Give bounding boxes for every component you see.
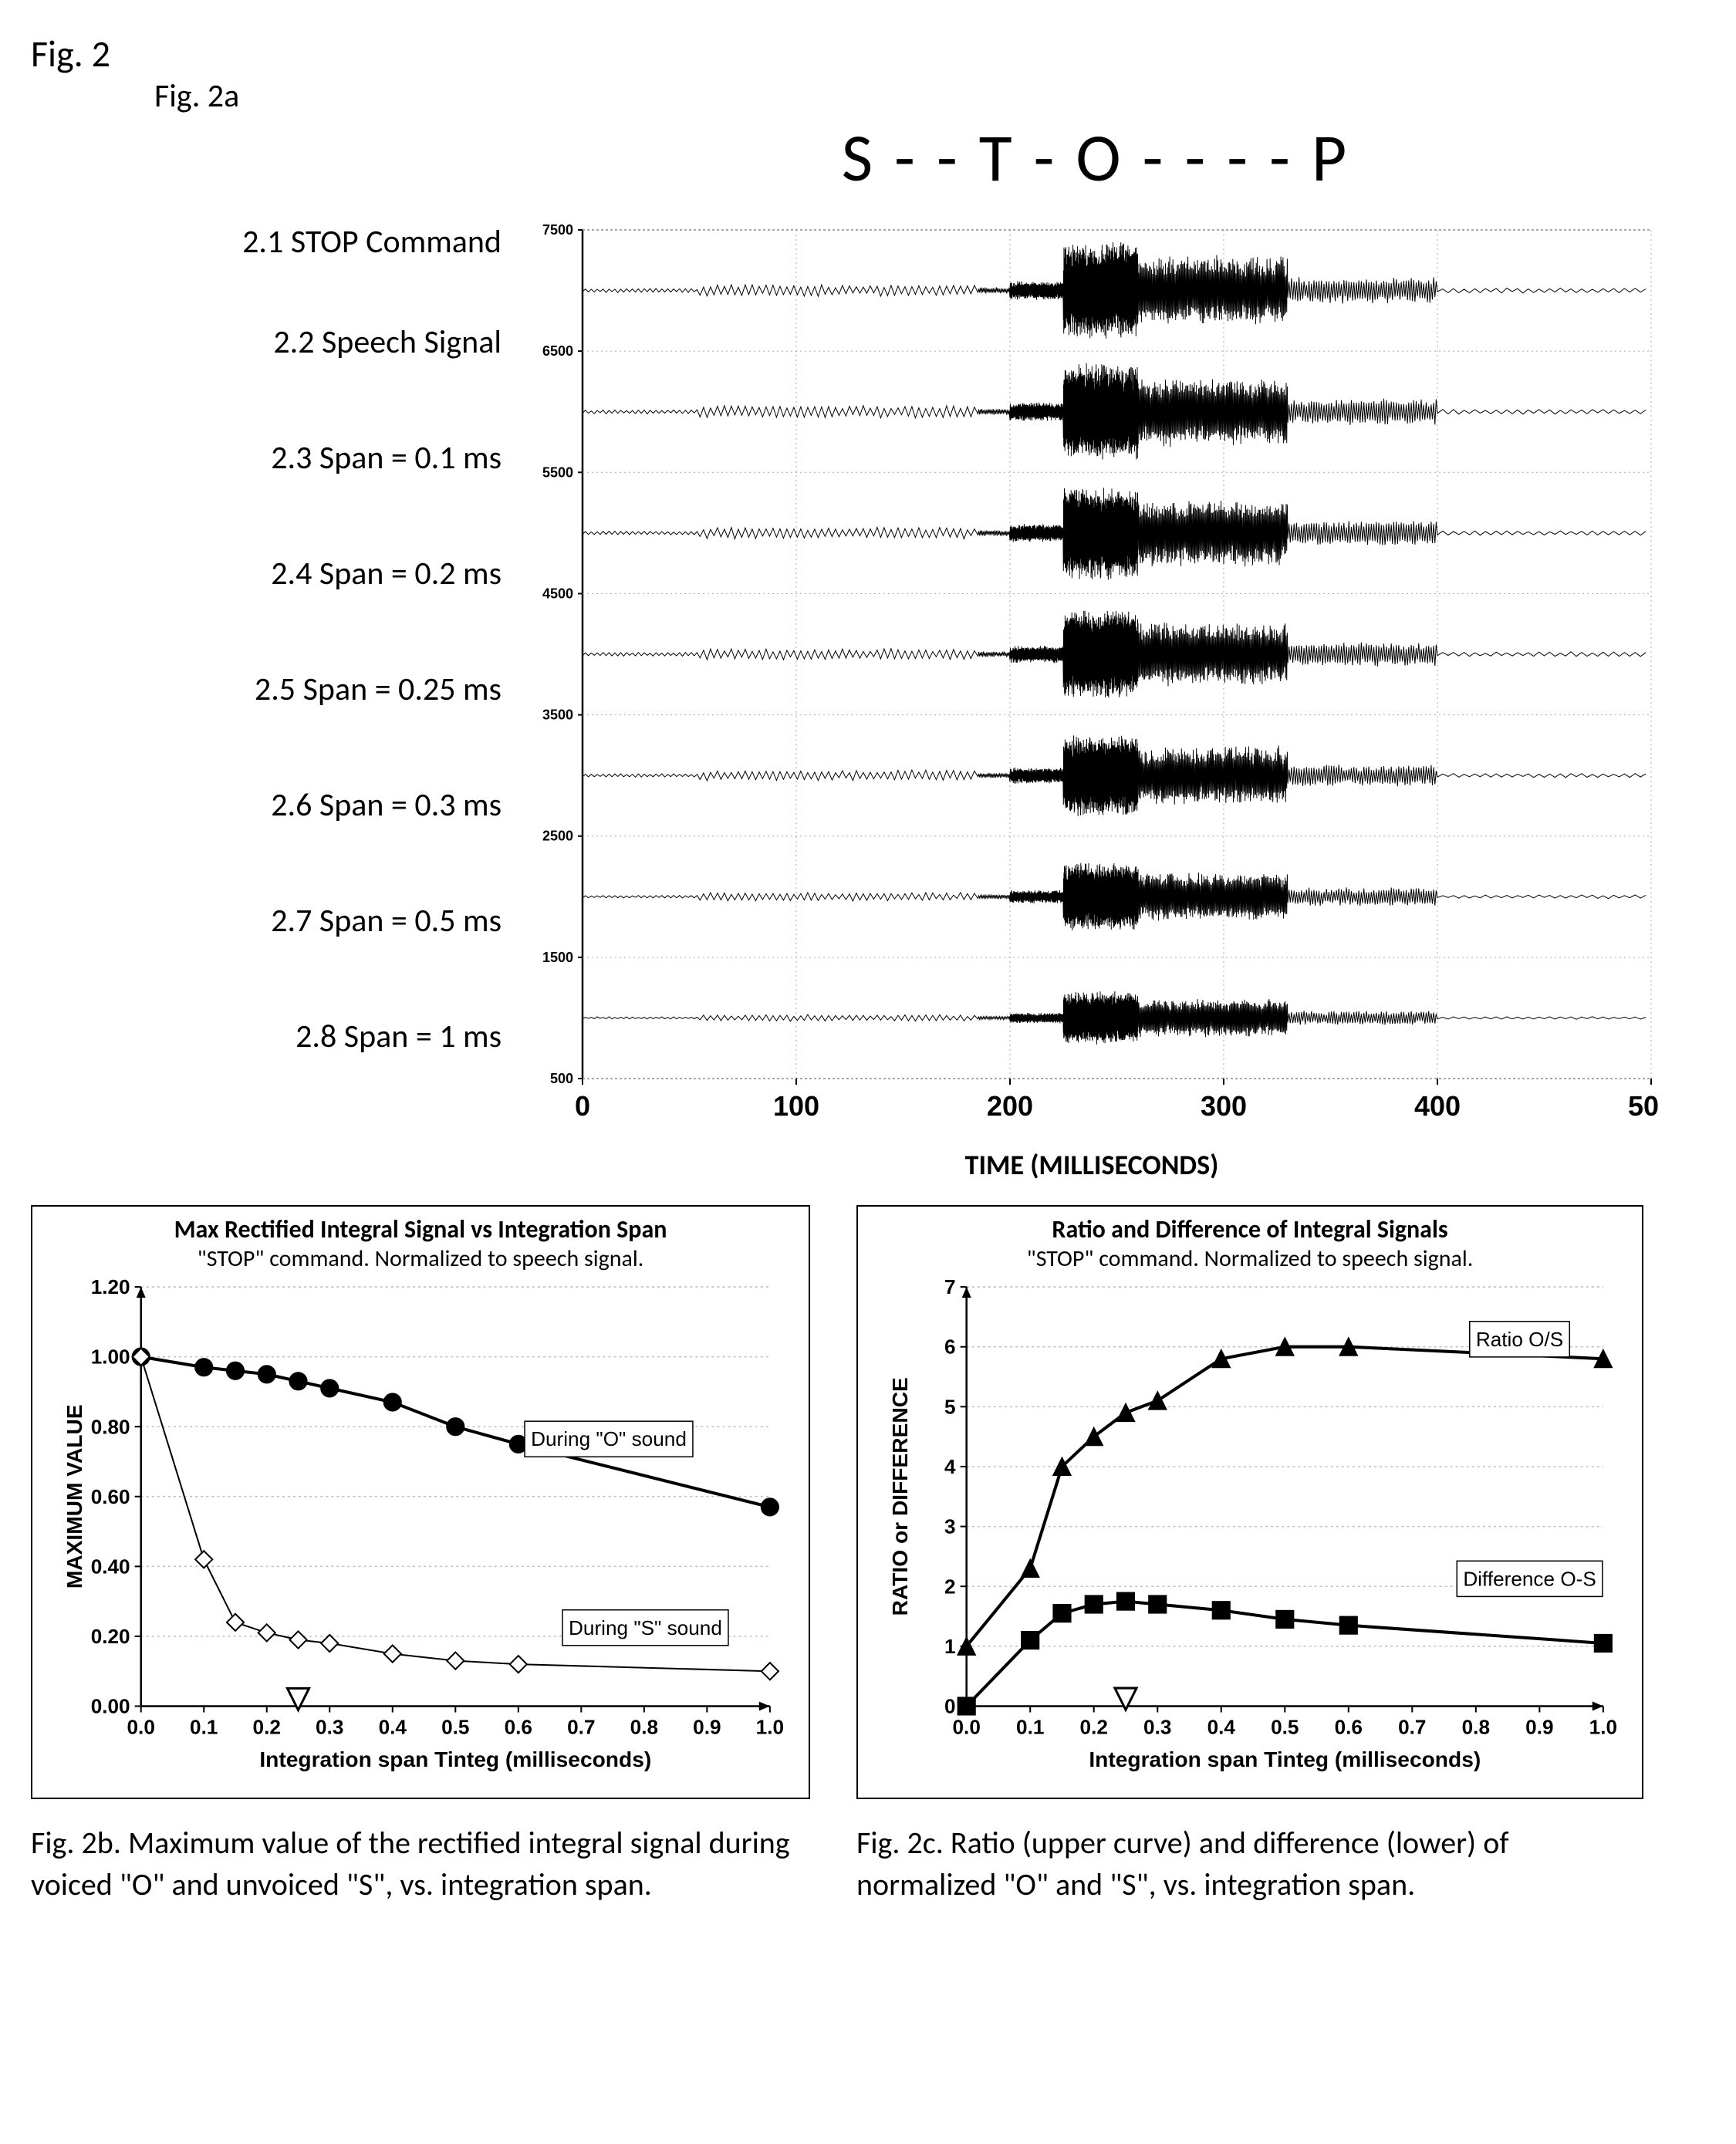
svg-text:2500: 2500 [542,829,573,844]
svg-text:500: 500 [1628,1090,1659,1122]
svg-text:0.20: 0.20 [91,1625,130,1648]
svg-text:0.2: 0.2 [1080,1716,1108,1739]
svg-text:200: 200 [987,1090,1033,1122]
svg-text:0.2: 0.2 [253,1716,281,1739]
svg-text:0.60: 0.60 [91,1485,130,1508]
svg-text:5: 5 [944,1395,956,1418]
trace-label: 2.3 Span = 0.1 ms [271,438,502,478]
svg-text:0.3: 0.3 [1143,1716,1171,1739]
svg-text:0.8: 0.8 [630,1716,658,1739]
svg-text:7: 7 [944,1279,956,1298]
svg-text:0.3: 0.3 [316,1716,343,1739]
waveform-chart: 500 1500 2500 3500 4500 5500 6500 7500 0 100 200 30… [525,222,1659,1140]
svg-text:4: 4 [944,1455,956,1478]
trace-label: 2.2 Speech Signal [273,322,502,362]
svg-text:0.00: 0.00 [91,1695,130,1718]
svg-text:0: 0 [575,1090,590,1122]
chart-b-subtitle: "STOP" command. Normalized to speech sig… [56,1244,785,1273]
chart-b-plot: 0.00 0.20 0.40 0.60 0.80 1.00 1.20 0.0 0.1 0.2 0.3… [56,1279,785,1776]
svg-text:RATIO or DIFFERENCE: RATIO or DIFFERENCE [887,1377,912,1616]
svg-text:3: 3 [944,1515,956,1538]
svg-text:1.20: 1.20 [91,1279,130,1298]
svg-text:0.1: 0.1 [190,1716,218,1739]
svg-text:0.0: 0.0 [953,1716,981,1739]
chart-b: Max Rectified Integral Signal vs Integra… [31,1205,810,1799]
svg-text:400: 400 [1414,1090,1461,1122]
svg-text:0.6: 0.6 [1335,1716,1363,1739]
svg-text:0.7: 0.7 [1398,1716,1426,1739]
chart-c-plot: 0 1 2 3 4 5 6 7 0.0 0.1 0.2 0.3 0.4 0.5 0.6 0.7 0.8 0.9 1.… [881,1279,1619,1776]
svg-text:0.5: 0.5 [441,1716,469,1739]
svg-text:0.4: 0.4 [379,1716,407,1739]
svg-text:6500: 6500 [542,343,573,359]
fig2a-label: Fig. 2a [154,76,1705,116]
svg-text:1500: 1500 [542,950,573,965]
svg-text:Integration span Tinteg (milli: Integration span Tinteg (milliseconds) [1089,1747,1481,1771]
trace-label: 2.5 Span = 0.25 ms [255,670,502,709]
svg-text:0.5: 0.5 [1271,1716,1299,1739]
svg-text:During "O" sound: During "O" sound [531,1427,687,1450]
svg-text:0.8: 0.8 [1462,1716,1490,1739]
svg-text:4500: 4500 [542,586,573,601]
svg-text:3500: 3500 [542,707,573,723]
trace-label: 2.7 Span = 0.5 ms [271,901,502,940]
stop-command-header: S - - T - O - - - - P [540,116,1651,199]
caption-b: Fig. 2b. Maximum value of the rectified … [31,1822,810,1906]
svg-text:MAXIMUM VALUE: MAXIMUM VALUE [62,1404,86,1589]
chart-c-title: Ratio and Difference of Integral Signals [881,1214,1619,1244]
svg-text:During "S" sound: During "S" sound [569,1616,722,1639]
svg-text:0.4: 0.4 [1207,1716,1236,1739]
svg-text:0.7: 0.7 [567,1716,595,1739]
trace-labels-column: 2.1 STOP Command 2.2 Speech Signal 2.3 S… [31,222,525,1140]
svg-text:1.0: 1.0 [756,1716,784,1739]
chart-c: Ratio and Difference of Integral Signals… [856,1205,1643,1799]
svg-text:6: 6 [944,1335,956,1359]
svg-text:0.1: 0.1 [1016,1716,1044,1739]
page-title: Fig. 2 [31,31,1705,76]
chart-c-subtitle: "STOP" command. Normalized to speech sig… [881,1244,1619,1273]
svg-text:100: 100 [773,1090,819,1122]
svg-text:Integration span Tinteg (milli: Integration span Tinteg (milliseconds) [259,1747,651,1771]
svg-text:500: 500 [550,1071,573,1086]
trace-label: 2.1 STOP Command [242,222,502,262]
svg-text:0: 0 [944,1695,956,1718]
svg-text:0.9: 0.9 [693,1716,721,1739]
chart-b-title: Max Rectified Integral Signal vs Integra… [56,1214,785,1244]
svg-text:0.6: 0.6 [505,1716,532,1739]
svg-text:2: 2 [944,1575,956,1598]
caption-c: Fig. 2c. Ratio (upper curve) and differe… [856,1822,1643,1906]
trace-label: 2.6 Span = 0.3 ms [271,785,502,825]
waveform-xlabel: TIME (MILLISECONDS) [525,1148,1659,1182]
svg-text:0.0: 0.0 [127,1716,155,1739]
svg-text:0.9: 0.9 [1525,1716,1553,1739]
svg-text:0.40: 0.40 [91,1555,130,1578]
svg-text:7500: 7500 [542,222,573,238]
svg-text:1: 1 [944,1635,956,1658]
svg-text:Difference O-S: Difference O-S [1463,1567,1596,1590]
svg-text:0.80: 0.80 [91,1415,130,1438]
trace-label: 2.4 Span = 0.2 ms [271,554,502,593]
trace-label: 2.8 Span = 1 ms [296,1017,502,1056]
svg-text:1.0: 1.0 [1589,1716,1617,1739]
svg-text:5500: 5500 [542,464,573,480]
svg-text:300: 300 [1201,1090,1247,1122]
svg-text:1.00: 1.00 [91,1345,130,1369]
svg-text:Ratio O/S: Ratio O/S [1476,1328,1563,1351]
